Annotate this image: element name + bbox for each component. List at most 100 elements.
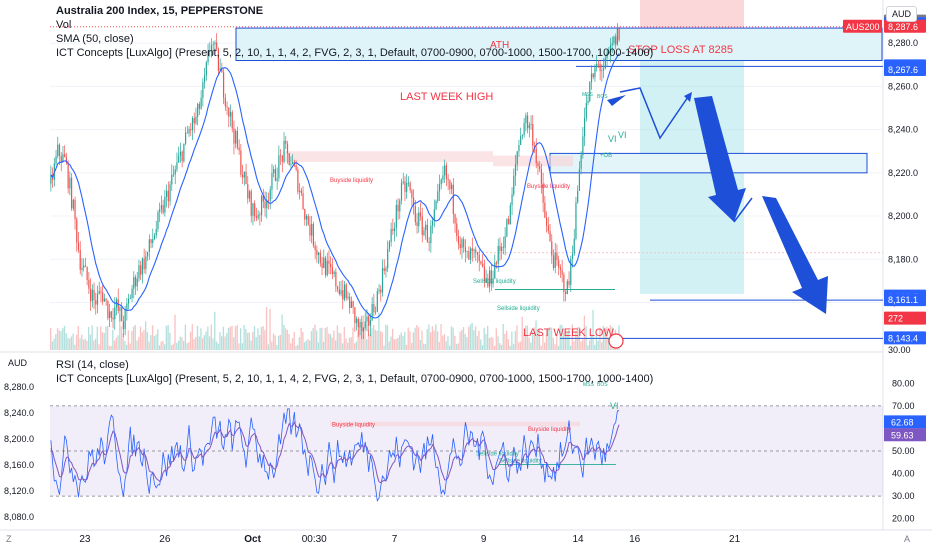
candle-body — [279, 155, 282, 157]
candle-body — [100, 291, 102, 293]
volume-bar — [231, 325, 233, 350]
volume-bar — [286, 330, 288, 350]
volume-bar — [404, 331, 406, 350]
candle-body — [561, 269, 563, 275]
candle-body — [440, 179, 442, 185]
volume-bar — [115, 337, 117, 350]
volume-bar — [278, 335, 280, 350]
candle-body — [286, 143, 289, 154]
volume-bar — [177, 340, 180, 350]
projection-path — [619, 87, 691, 140]
time-tick: 23 — [79, 534, 91, 545]
time-tick: 00:30 — [302, 534, 327, 545]
candle-body — [528, 125, 530, 129]
volume-bar — [291, 338, 294, 350]
volume-bar — [518, 342, 520, 350]
volume-bar — [172, 343, 174, 350]
candle-body — [350, 301, 353, 308]
currency-button[interactable]: AUD — [886, 6, 918, 22]
volume-bar — [176, 343, 178, 350]
candle-body — [608, 51, 610, 54]
volume-bar — [186, 343, 188, 350]
volume-bar — [75, 334, 78, 350]
candle-body — [248, 191, 251, 199]
legend-sma[interactable]: SMA (50, close) — [56, 33, 134, 45]
candle-body — [509, 205, 511, 225]
candle-body — [155, 229, 157, 236]
ath-zone-box — [235, 27, 883, 61]
rsi-legend: RSI (14, close) ICT Concepts [LuxAlgo] (… — [56, 358, 653, 386]
candle-body — [488, 270, 491, 287]
candle-body — [583, 117, 586, 137]
rsi-title[interactable]: RSI (14, close) — [56, 359, 129, 371]
rsi-ict[interactable]: ICT Concepts [LuxAlgo] (Present, 5, 2, 1… — [56, 373, 654, 385]
volume-bar — [233, 337, 235, 350]
volume-bar — [153, 336, 155, 350]
volume-bar — [55, 334, 57, 350]
rsi-ma-line — [50, 421, 620, 484]
volume-bar — [245, 328, 247, 350]
candle-body — [140, 265, 142, 275]
volume-bar — [88, 327, 90, 350]
candle-body — [483, 266, 486, 282]
candle-body — [547, 225, 549, 231]
volume-bar — [250, 340, 252, 350]
ath-label: ATH — [490, 40, 509, 51]
volume-bar — [457, 343, 459, 350]
volume-bar — [131, 330, 133, 350]
candle-body — [205, 62, 207, 76]
volume-bar — [469, 324, 472, 350]
legend-volume[interactable]: Vol — [56, 19, 72, 31]
candle-body — [112, 317, 114, 320]
rsi-buyside-label-2: Buyside liquidity — [528, 427, 571, 433]
volume-bar — [205, 331, 207, 350]
candle-body — [421, 216, 423, 235]
volume-bar — [151, 325, 154, 350]
candle-body — [222, 72, 225, 98]
volume-bar — [525, 325, 527, 350]
volume-bar — [474, 326, 477, 350]
volume-bar — [423, 343, 425, 350]
candle-body — [252, 203, 254, 216]
candle-body — [571, 253, 574, 260]
price-tag: 272 — [888, 314, 903, 324]
candle-body — [342, 290, 344, 300]
volume-bar — [607, 338, 610, 350]
volume-bar — [169, 332, 171, 350]
volume-bar — [316, 330, 318, 350]
candle-body — [347, 296, 349, 298]
legend-ict[interactable]: ICT Concepts [LuxAlgo] (Present, 5, 2, 1… — [56, 47, 654, 59]
volume-bar — [554, 344, 556, 350]
candle-body — [174, 169, 176, 175]
candle-body — [368, 316, 370, 326]
volume-bar — [329, 334, 332, 350]
volume-bar — [300, 327, 302, 350]
volume-bar — [167, 324, 169, 350]
volume-bar — [146, 332, 149, 350]
volume-bar — [227, 327, 230, 350]
volume-bar — [537, 329, 539, 350]
volume-bar — [100, 326, 102, 350]
candle-body — [609, 44, 612, 52]
candle-body — [162, 205, 164, 213]
volume-bar — [461, 330, 463, 350]
volume-bar — [324, 328, 326, 350]
candle-body — [582, 136, 584, 156]
candle-body — [186, 132, 188, 134]
candle-body — [103, 298, 106, 302]
candle-body — [262, 195, 264, 202]
rsi-left-tick: 8,080.0 — [4, 512, 34, 522]
candle-body — [400, 182, 403, 201]
volume-bar — [117, 335, 119, 350]
candle-body — [269, 189, 271, 201]
price-tick: 8,280.0 — [888, 38, 918, 48]
volume-bar — [535, 320, 537, 350]
candle-body — [383, 268, 385, 271]
volume-bar — [455, 344, 458, 350]
candle-body — [414, 206, 416, 223]
candle-body — [438, 184, 441, 192]
volume-bar — [259, 334, 261, 350]
volume-bar — [91, 325, 93, 350]
volume-bar — [545, 334, 548, 350]
